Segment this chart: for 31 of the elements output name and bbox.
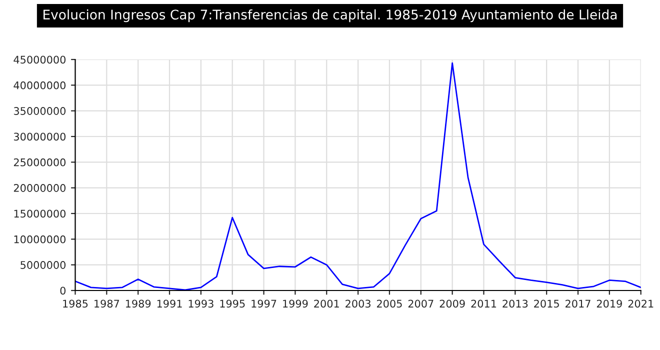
chart-title: Evolucion Ingresos Cap 7:Transferencias de capital. 1985-2019 Ayuntamiento de Lleida [44, 9, 617, 22]
y-tick-label: 30000000 [14, 132, 66, 141]
x-tick-label: 2017 [566, 300, 590, 308]
x-tick-label: 2021 [628, 300, 654, 308]
x-tick-label: 1999 [283, 300, 308, 308]
x-tick-label: 2011 [471, 300, 496, 308]
x-tick-label: 2005 [376, 300, 402, 308]
line-series [75, 62, 641, 290]
y-tick-label: 40000000 [14, 81, 66, 90]
y-tick-label: 35000000 [14, 107, 66, 115]
x-tick-label: 2003 [346, 300, 370, 308]
y-tick-label: 25000000 [14, 158, 66, 166]
x-tick-label: 1989 [126, 300, 151, 308]
x-tick-label: 1987 [94, 300, 120, 308]
x-tick-label: 2013 [502, 300, 528, 308]
x-tick-label: 2015 [534, 300, 559, 308]
x-tick-label: 1993 [188, 300, 214, 308]
x-tick-label: 1995 [220, 300, 245, 308]
y-tick-label: 45000000 [14, 56, 66, 64]
x-tick-label: 2009 [440, 300, 465, 308]
x-tick-label: 1985 [63, 300, 88, 308]
y-tick-label: 5000000 [20, 261, 66, 269]
x-tick-label: 2001 [314, 300, 339, 308]
y-tick-label: 20000000 [14, 184, 66, 192]
x-tick-label: 2019 [596, 300, 622, 308]
y-tick-label: 15000000 [14, 210, 66, 218]
x-tick-label: 2007 [408, 300, 434, 308]
y-tick-label: 0 [60, 286, 66, 295]
y-tick-label: 10000000 [14, 235, 66, 244]
x-tick-label: 1991 [157, 300, 182, 308]
x-tick-label: 1997 [252, 300, 276, 308]
